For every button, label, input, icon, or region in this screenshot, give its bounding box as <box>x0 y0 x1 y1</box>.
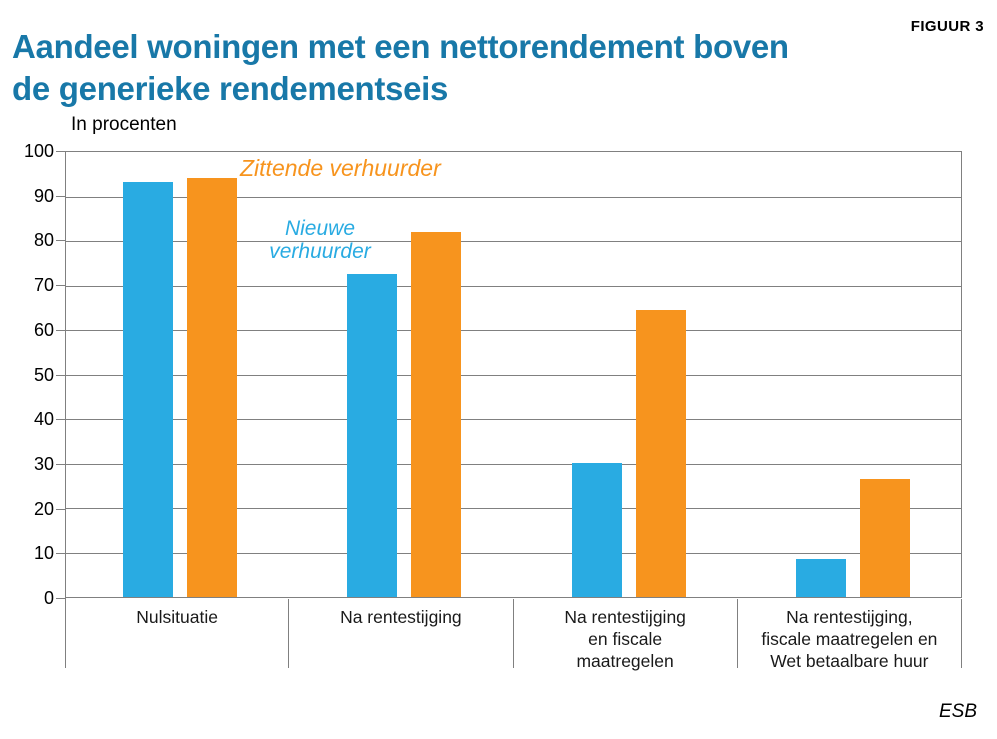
plot-area <box>65 151 962 598</box>
y-tick-label: 10 <box>33 543 54 564</box>
legend-label-nieuwe-verhuurder: Nieuwe verhuurder <box>269 217 371 263</box>
gridline <box>66 196 961 198</box>
bar-nieuwe-verhuurder <box>347 274 398 597</box>
y-tick-label: 50 <box>33 364 54 385</box>
bar-nieuwe-verhuurder <box>123 181 174 597</box>
category-label: Na rentestijging en fiscale maatregelen <box>564 607 686 671</box>
y-axis-unit-label: In procenten <box>71 114 177 135</box>
gridline <box>66 330 961 331</box>
legend-label-zittende-verhuurder: Zittende verhuurder <box>240 155 441 181</box>
category-cell: Na rentestijging <box>289 599 514 668</box>
gridline <box>66 552 961 554</box>
y-tick-mark <box>56 598 66 599</box>
y-tick-mark <box>56 240 66 242</box>
bar-zittende-verhuurder <box>635 309 686 597</box>
brand-label: ESB <box>938 701 977 722</box>
category-cell: Na rentestijging, fiscale maatregelen en W… <box>738 599 962 671</box>
y-tick-mark <box>56 195 66 197</box>
y-tick-label: 70 <box>33 275 54 296</box>
bar-zittende-verhuurder <box>859 479 910 597</box>
y-tick-mark <box>56 419 66 421</box>
y-tick-label: 100 <box>23 141 54 161</box>
category-cell: Nulsituatie <box>65 599 290 668</box>
gridline <box>66 463 961 465</box>
gridline <box>66 419 961 420</box>
category-cell: Na rentestijging en fiscale maatregelen <box>514 599 738 671</box>
y-tick-mark <box>56 463 66 465</box>
y-tick-mark <box>56 553 66 555</box>
category-label: Na rentestijging, fiscale maatregelen en W… <box>761 607 938 671</box>
y-tick-label: 90 <box>33 185 54 206</box>
category-label: Nulsituatie <box>136 607 218 627</box>
bar-nieuwe-verhuurder <box>795 558 846 597</box>
bar-zittende-verhuurder <box>411 231 462 597</box>
chart-title: Aandeel woningen met een nettorendement … <box>12 28 789 108</box>
gridline <box>66 241 961 242</box>
y-tick-mark <box>56 374 66 376</box>
y-tick-mark <box>56 285 66 287</box>
y-tick-mark <box>56 329 66 331</box>
y-tick-label: 30 <box>33 453 54 474</box>
y-tick-label: 40 <box>33 409 54 430</box>
gridline <box>66 374 961 376</box>
y-tick-mark <box>56 151 66 152</box>
bar-nieuwe-verhuurder <box>571 462 622 597</box>
y-tick-label: 0 <box>43 588 54 608</box>
category-label: Na rentestijging <box>340 607 462 627</box>
y-tick-label: 20 <box>33 498 54 519</box>
y-tick-label: 80 <box>33 230 54 251</box>
y-tick-mark <box>56 508 66 510</box>
y-tick-label: 60 <box>33 319 54 340</box>
figure-number-label: FIGUUR 3 <box>910 18 984 35</box>
gridline <box>66 508 961 509</box>
bar-zittende-verhuurder <box>187 177 238 597</box>
gridline <box>66 285 961 287</box>
